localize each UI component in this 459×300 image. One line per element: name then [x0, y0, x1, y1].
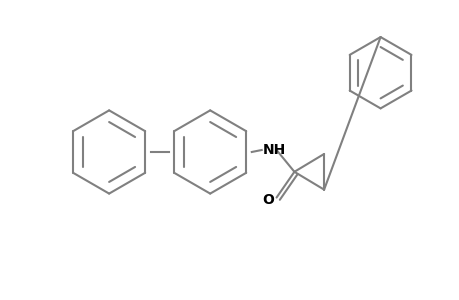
Text: NH: NH: [262, 143, 285, 157]
Text: O: O: [262, 193, 274, 206]
